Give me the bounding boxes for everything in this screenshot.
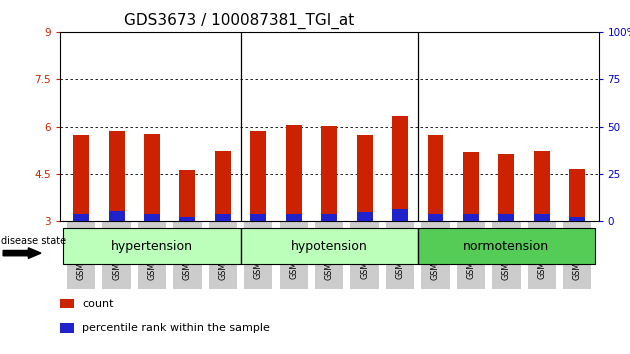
Bar bbox=[180, 217, 195, 221]
Bar bbox=[498, 214, 514, 221]
Text: GDS3673 / 100087381_TGI_at: GDS3673 / 100087381_TGI_at bbox=[125, 13, 355, 29]
Bar bbox=[357, 135, 372, 221]
Bar bbox=[73, 214, 89, 221]
Bar bbox=[463, 214, 479, 221]
Bar bbox=[60, 323, 74, 332]
Bar bbox=[144, 134, 160, 221]
FancyArrow shape bbox=[3, 248, 41, 258]
Bar bbox=[498, 154, 514, 221]
Bar bbox=[463, 152, 479, 221]
Bar bbox=[321, 214, 337, 221]
Text: hypertension: hypertension bbox=[111, 240, 193, 252]
Bar bbox=[321, 126, 337, 221]
Bar bbox=[215, 151, 231, 221]
Bar bbox=[60, 299, 74, 308]
Bar bbox=[108, 131, 125, 221]
Bar bbox=[250, 131, 266, 221]
Text: percentile rank within the sample: percentile rank within the sample bbox=[83, 323, 270, 333]
Bar bbox=[250, 214, 266, 221]
Bar bbox=[418, 228, 595, 264]
Bar bbox=[570, 169, 585, 221]
Text: hypotension: hypotension bbox=[291, 240, 367, 252]
Text: normotension: normotension bbox=[463, 240, 549, 252]
Bar bbox=[108, 211, 125, 221]
Bar bbox=[64, 228, 241, 264]
Bar bbox=[392, 116, 408, 221]
Bar bbox=[392, 209, 408, 221]
Bar bbox=[180, 170, 195, 221]
Bar bbox=[357, 212, 372, 221]
Text: count: count bbox=[83, 299, 114, 309]
Bar bbox=[534, 151, 550, 221]
Bar bbox=[73, 135, 89, 221]
Bar bbox=[570, 217, 585, 221]
Bar bbox=[286, 125, 302, 221]
Bar bbox=[144, 214, 160, 221]
Bar bbox=[215, 214, 231, 221]
Bar bbox=[428, 214, 444, 221]
Bar bbox=[241, 228, 418, 264]
Bar bbox=[286, 214, 302, 221]
Text: disease state: disease state bbox=[1, 236, 66, 246]
Bar bbox=[534, 214, 550, 221]
Bar bbox=[428, 135, 444, 221]
